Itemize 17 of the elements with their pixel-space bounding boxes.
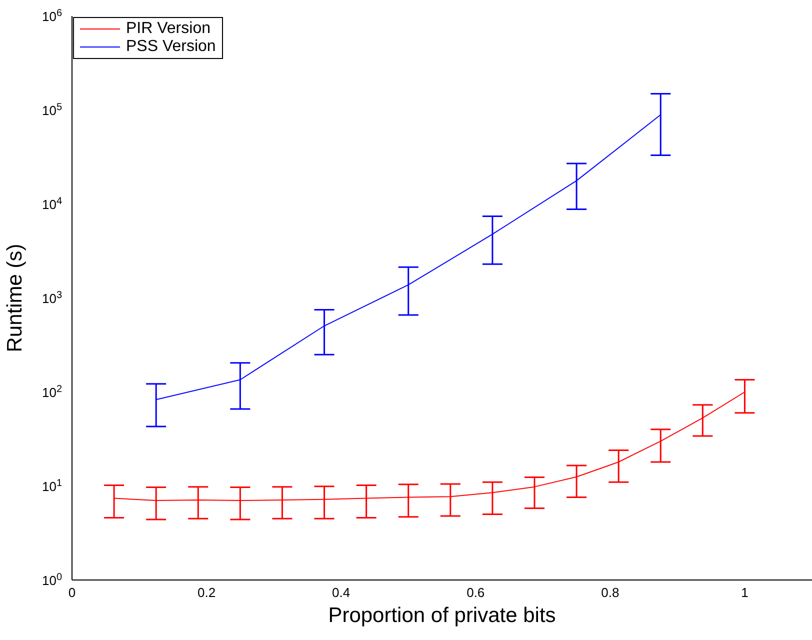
y-tick-label: 10$^{6}$: [42, 8, 62, 24]
x-tick-label: 0.6: [466, 585, 485, 600]
legend-label: PIR Version: [126, 20, 210, 38]
x-tick-label: 1: [741, 585, 748, 600]
y-tick-label: 10$^{4}$: [42, 196, 62, 212]
y-tick-label: 10$^{3}$: [42, 290, 62, 306]
y-tick-label: 10$^{0}$: [42, 572, 62, 588]
x-tick-label: 0: [68, 585, 76, 600]
legend-label: PSS Version: [126, 38, 216, 56]
x-tick-label: 0.8: [601, 585, 620, 600]
x-axis-title: Proportion of private bits: [328, 604, 556, 627]
y-tick-label: 10$^{1}$: [42, 478, 62, 494]
x-tick-label: 0.4: [332, 585, 350, 600]
x-tick-label: 0.2: [198, 585, 216, 600]
y-tick-label: 10$^{5}$: [42, 102, 62, 118]
y-axis-title: Runtime (s): [3, 244, 26, 352]
y-tick-label: 10$^{2}$: [42, 384, 62, 400]
